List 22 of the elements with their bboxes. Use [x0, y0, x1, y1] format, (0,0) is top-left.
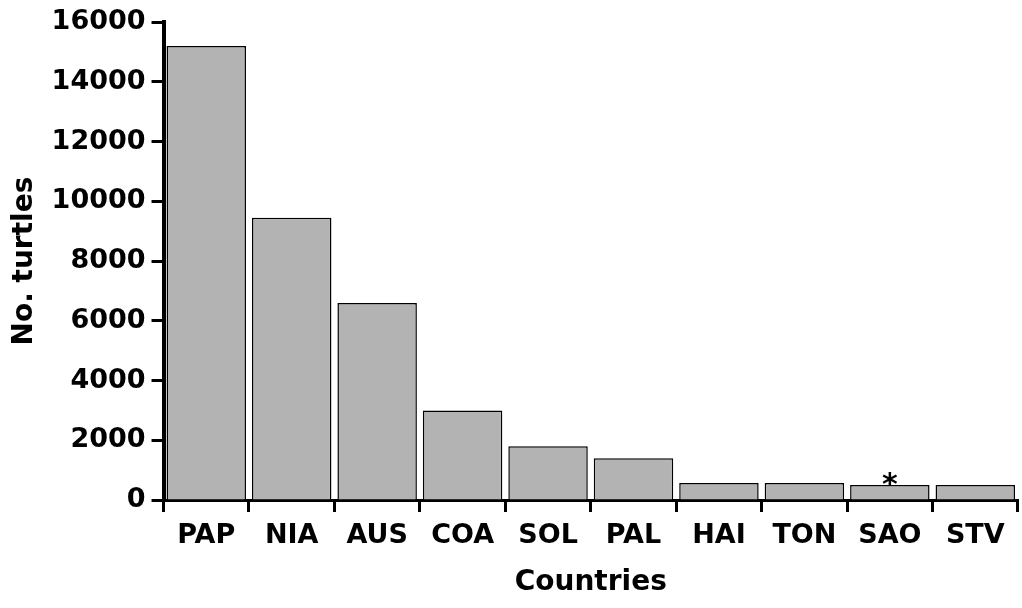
- y-tick-label: 10000: [51, 183, 146, 215]
- x-tick-label: COA: [431, 518, 495, 550]
- y-tick-label: 6000: [70, 302, 146, 334]
- x-tick-label: AUS: [346, 518, 408, 550]
- y-tick-label: 2000: [70, 422, 146, 454]
- x-axis-title: Countries: [514, 564, 667, 598]
- x-tick-label: NIA: [264, 518, 319, 550]
- y-axis-title: No. turtles: [6, 176, 40, 346]
- x-tick-label: HAI: [692, 518, 746, 550]
- y-tick-label: 8000: [70, 243, 146, 275]
- x-tick-label: TON: [772, 518, 837, 550]
- x-tick-label: PAL: [605, 518, 662, 550]
- annotation: *: [881, 465, 898, 501]
- y-tick-label: 4000: [70, 362, 146, 394]
- x-tick-label: PAP: [177, 518, 236, 550]
- x-tick-label: SAO: [858, 518, 922, 550]
- y-tick-label: 14000: [51, 63, 146, 95]
- y-tick-label: 0: [126, 482, 146, 514]
- x-tick-label: SOL: [518, 518, 578, 550]
- y-tick-label: 16000: [51, 4, 146, 36]
- x-tick-label: STV: [945, 518, 1005, 550]
- y-tick-label: 12000: [51, 123, 146, 155]
